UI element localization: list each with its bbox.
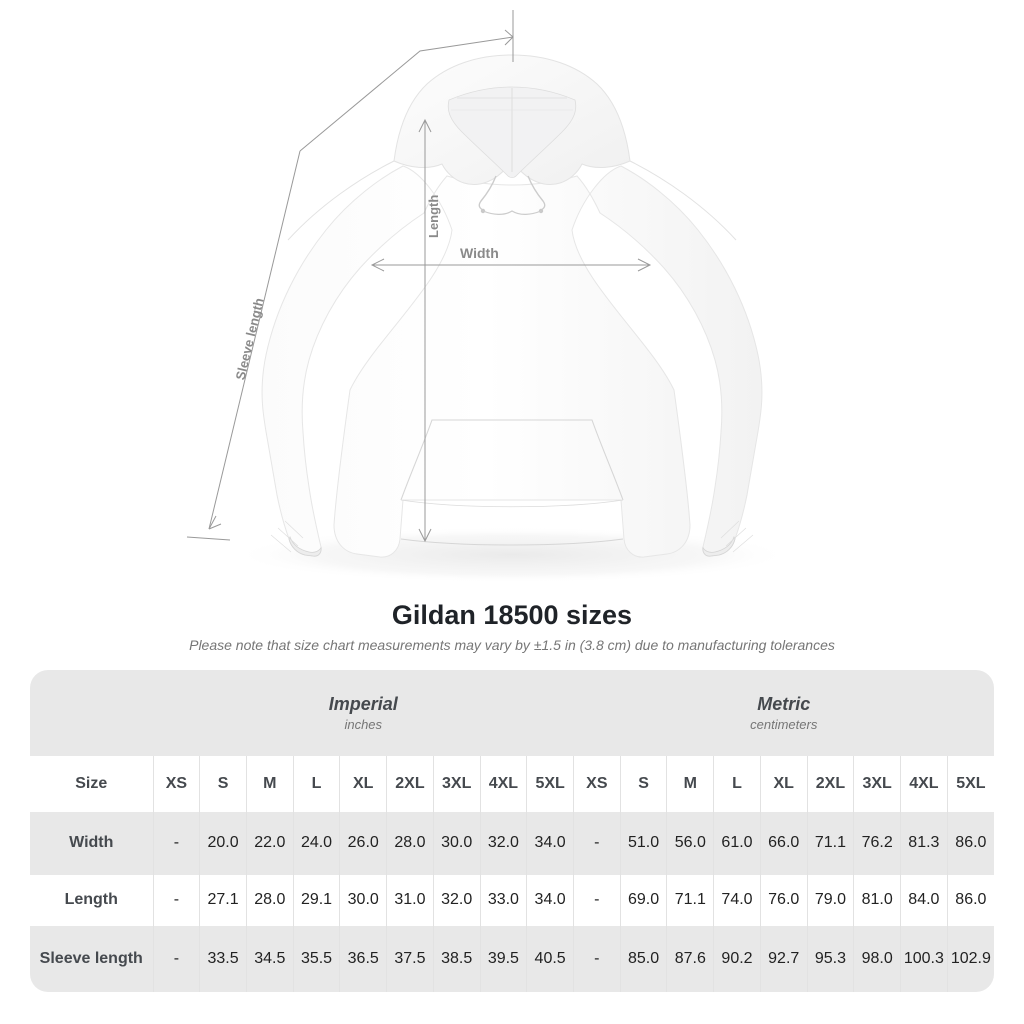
svg-text:Length: Length bbox=[426, 195, 441, 238]
svg-text:Width: Width bbox=[460, 245, 499, 261]
svg-text:Sleeve length: Sleeve length bbox=[233, 296, 267, 381]
